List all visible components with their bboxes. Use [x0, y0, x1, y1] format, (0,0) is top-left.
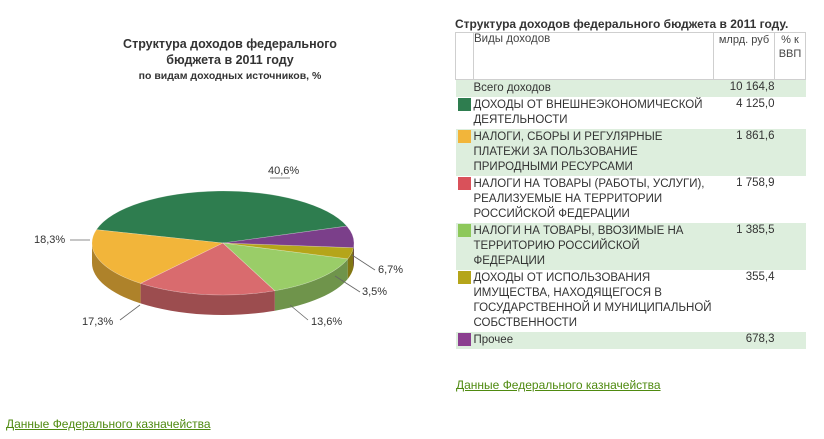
- pie-leader-line: [351, 254, 376, 271]
- pie-slice: [139, 242, 276, 296]
- table-row: НАЛОГИ НА ТОВАРЫ (РАБОТЫ, УСЛУГИ), РЕАЛИ…: [456, 176, 806, 223]
- pie-tops: [91, 190, 355, 296]
- table-header-row: Виды доходов млрд. руб % к ВВП: [455, 32, 806, 80]
- pie-slice: [222, 225, 355, 248]
- total-value: 10 164,8: [713, 79, 775, 97]
- pie-slice-label: 18,3%: [34, 234, 65, 246]
- pie-slice-label: 6,7%: [378, 264, 403, 276]
- row-label: ДОХОДЫ ОТ ИСПОЛЬЗОВАНИЯ ИМУЩЕСТВА, НАХОД…: [473, 272, 712, 329]
- row-value: 1 758,9: [736, 177, 775, 189]
- pie-slice-side: [140, 283, 275, 315]
- table-row: ДОХОДЫ ОТ ИСПОЛЬЗОВАНИЯ ИМУЩЕСТВА, НАХОД…: [456, 270, 806, 332]
- header-kind: Виды доходов: [473, 32, 714, 80]
- pie-slice-side: [353, 243, 354, 268]
- chart-subtitle: по видам доходных источников, %: [138, 70, 322, 82]
- row-value: 4 125,0: [736, 98, 775, 110]
- row-label: Прочее: [473, 332, 714, 349]
- legend-swatch: [457, 177, 471, 190]
- pie-leader-line: [119, 304, 141, 321]
- pie-leader-line: [334, 275, 361, 293]
- legend-swatch: [457, 271, 471, 284]
- pie-slice-label: 3,5%: [362, 286, 387, 298]
- chart-title: Структура доходов федерального бюджета в…: [123, 37, 337, 67]
- pie-sides: [92, 243, 354, 315]
- pie-slice-label: 40,6%: [268, 165, 299, 177]
- pie-leader-line: [289, 304, 309, 321]
- pie-slice: [222, 242, 354, 260]
- legend-swatch: [457, 224, 471, 237]
- treasury-data-link-left[interactable]: Данные Федерального казначейства: [6, 417, 211, 431]
- pie-labels: 40,6% 18,3% 17,3% 13,6% 3,5% 6,7%: [34, 165, 403, 328]
- legend-swatch: [457, 130, 471, 143]
- pie-slice-label: 17,3%: [82, 316, 113, 328]
- row-label: НАЛОГИ, СБОРЫ И РЕГУЛЯРНЫЕ ПЛАТЕЖИ ЗА ПО…: [473, 129, 714, 176]
- header-swatch-cell: [455, 32, 474, 80]
- total-label: Всего доходов: [473, 79, 714, 97]
- row-value: 678,3: [713, 332, 775, 349]
- table-row: НАЛОГИ, СБОРЫ И РЕГУЛЯРНЫЕ ПЛАТЕЖИ ЗА ПО…: [455, 129, 806, 176]
- table-row: НАЛОГИ НА ТОВАРЫ, ВВОЗИМЫЕ НА ТЕРРИТОРИЮ…: [455, 223, 806, 270]
- pie-slice-label: 13,6%: [311, 316, 342, 328]
- table-row: ДОХОДЫ ОТ ВНЕШНЕЭКОНОМИЧЕСКОЙ ДЕЯТЕЛЬНОС…: [456, 97, 806, 129]
- pie-chart: 40,6% 18,3% 17,3% 13,6% 3,5% 6,7%: [34, 165, 403, 328]
- row-value: 1 385,5: [713, 223, 775, 270]
- table-row: Прочее 678,3: [455, 332, 806, 349]
- pie-slice: [95, 190, 348, 244]
- header-gdp: % к ВВП: [774, 32, 806, 80]
- legend-swatch: [457, 98, 471, 111]
- row-value: 1 861,6: [713, 129, 775, 176]
- row-label: ДОХОДЫ ОТ ВНЕШНЕЭКОНОМИЧЕСКОЙ ДЕЯТЕЛЬНОС…: [473, 99, 703, 126]
- table-title: Структура доходов федерального бюджета в…: [455, 17, 789, 31]
- table-row-total: Всего доходов 10 164,8: [455, 79, 806, 97]
- pie-slice: [222, 242, 349, 292]
- header-value: млрд. руб: [713, 32, 775, 80]
- legend-swatch: [457, 333, 471, 346]
- row-label: НАЛОГИ НА ТОВАРЫ, ВВОЗИМЫЕ НА ТЕРРИТОРИЮ…: [473, 223, 714, 270]
- treasury-data-link-right[interactable]: Данные Федерального казначейства: [456, 378, 661, 392]
- pie-slice-side: [274, 258, 348, 311]
- pie-slice-side: [92, 243, 141, 304]
- pie-slice: [91, 229, 225, 284]
- row-label: НАЛОГИ НА ТОВАРЫ (РАБОТЫ, УСЛУГИ), РЕАЛИ…: [473, 178, 705, 220]
- row-value: 355,4: [745, 271, 775, 283]
- revenue-table: Виды доходов млрд. руб % к ВВП Всего дох…: [455, 32, 806, 349]
